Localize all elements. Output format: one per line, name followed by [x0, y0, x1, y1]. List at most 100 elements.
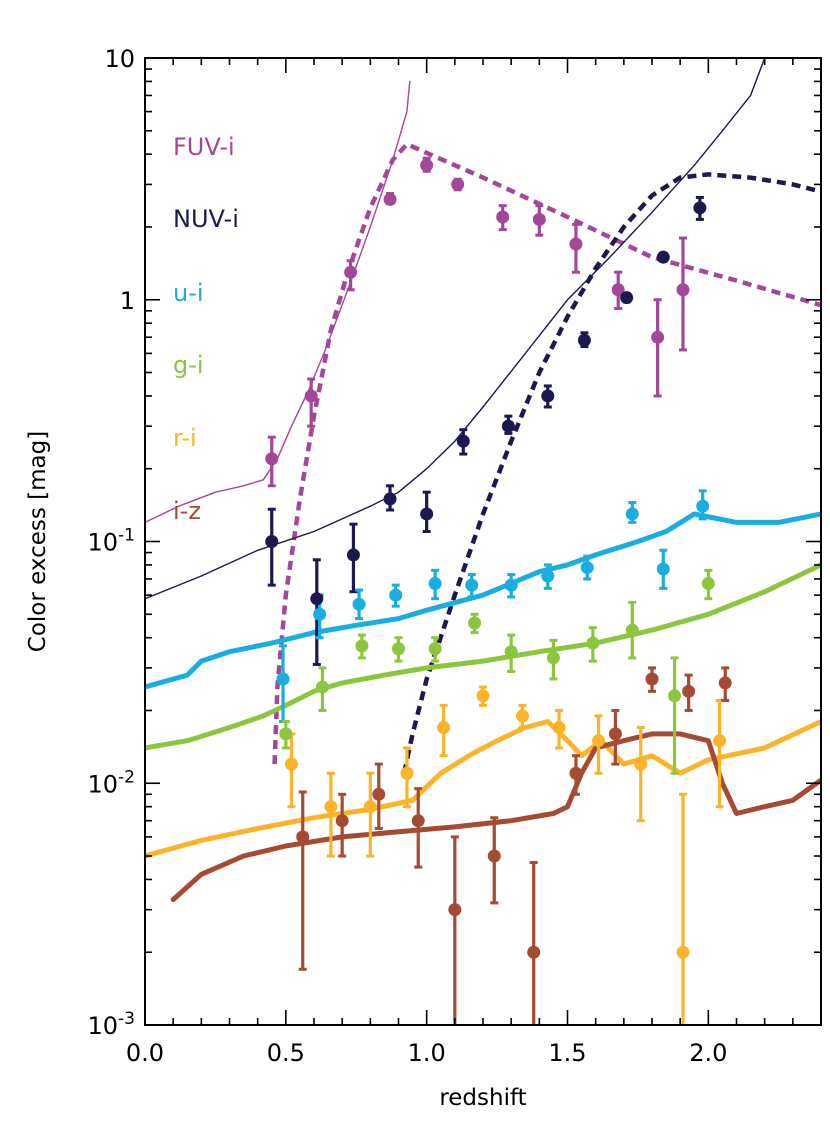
legend-item-g-i: g-i	[173, 351, 204, 379]
data-point-g-i	[428, 642, 442, 656]
y-axis-label: Color excess [mag]	[25, 431, 51, 652]
model-line-u-i	[145, 511, 821, 690]
data-point-i-z	[448, 903, 462, 917]
data-point-r-i	[324, 800, 338, 814]
x-tick-label: 0.5	[267, 1039, 305, 1067]
data-point-r-i	[515, 709, 529, 723]
data-point-u-i	[389, 588, 403, 602]
data-point-r-i	[284, 757, 298, 771]
data-point-g-i	[315, 680, 329, 694]
data-point-fuv-i	[383, 192, 397, 206]
model-dashed-line-fuv-i	[272, 141, 821, 765]
data-point-g-i	[586, 636, 600, 650]
data-point-g-i	[546, 651, 560, 665]
data-point-u-i	[625, 507, 639, 521]
data-point-i-z	[372, 787, 386, 801]
data-point-nuv-i	[346, 548, 360, 562]
data-point-u-i	[696, 499, 710, 513]
data-point-nuv-i	[693, 201, 707, 215]
legend-item-u-i: u-i	[173, 279, 204, 307]
data-point-fuv-i	[611, 283, 625, 297]
data-point-fuv-i	[651, 330, 665, 344]
data-point-nuv-i	[383, 492, 397, 506]
data-point-fuv-i	[344, 265, 358, 279]
model-line-g-i	[145, 562, 821, 751]
data-point-u-i	[504, 578, 518, 592]
data-point-r-i	[437, 721, 451, 735]
x-axis-label: redshift	[439, 1085, 526, 1111]
data-point-fuv-i	[496, 210, 510, 224]
data-point-fuv-i	[569, 237, 583, 251]
data-point-g-i	[355, 639, 369, 653]
data-point-fuv-i	[532, 212, 546, 226]
data-point-i-z	[527, 945, 541, 959]
data-point-fuv-i	[420, 158, 434, 172]
data-point-g-i	[668, 689, 682, 703]
x-tick-labels: 0.0 0.5 1.0 1.5 2.0	[126, 1039, 728, 1067]
legend-item-i-z: i-z	[173, 497, 201, 525]
data-point-fuv-i	[676, 283, 690, 297]
data-point-i-z	[335, 814, 349, 828]
y-tick-label: 10-2	[88, 767, 136, 798]
data-point-i-z	[296, 830, 310, 844]
y-tick-labels: 10-3 10-2 10-1 1 10	[88, 45, 136, 1040]
legend-item-nuv-i: NUV-i	[173, 205, 239, 233]
data-point-r-i	[552, 721, 566, 735]
data-point-g-i	[392, 642, 405, 656]
data-point-i-z	[645, 672, 659, 686]
data-point-nuv-i	[456, 434, 470, 448]
data-point-r-i	[363, 800, 377, 814]
plot-frame	[144, 57, 822, 1026]
data-point-r-i	[476, 689, 490, 703]
y-tick-label: 10	[104, 45, 135, 73]
data-point-r-i	[713, 734, 727, 748]
legend: FUV-i NUV-i u-i g-i r-i i-z	[173, 133, 239, 525]
data-point-nuv-i	[656, 250, 670, 264]
x-tick-label: 0.0	[126, 1039, 164, 1067]
data-point-r-i	[676, 945, 690, 959]
data-point-i-z	[569, 766, 583, 780]
data-point-nuv-i	[310, 592, 324, 606]
data-point-r-i	[400, 766, 414, 780]
error-bars	[267, 156, 730, 1025]
data-point-nuv-i	[577, 333, 591, 347]
axis-ticks	[144, 57, 822, 1026]
data-point-i-z	[411, 814, 425, 828]
model-line-nuv-i	[145, 58, 766, 600]
y-tick-label: 10-3	[88, 1009, 136, 1040]
y-tick-label: 1	[120, 287, 135, 315]
data-point-r-i	[634, 757, 648, 771]
data-point-nuv-i	[501, 419, 515, 433]
data-point-u-i	[276, 672, 290, 686]
x-tick-label: 1.5	[548, 1039, 586, 1067]
data-point-nuv-i	[265, 535, 279, 548]
data-point-u-i	[541, 569, 555, 583]
data-point-u-i	[352, 597, 366, 611]
data-point-u-i	[465, 578, 479, 592]
data-point-i-z	[682, 684, 696, 698]
data-point-i-z	[487, 849, 501, 863]
data-point-g-i	[701, 577, 715, 591]
data-point-u-i	[580, 561, 594, 575]
data-point-g-i	[279, 727, 293, 741]
x-tick-label: 1.0	[408, 1039, 446, 1067]
data-point-g-i	[468, 616, 482, 630]
data-point-nuv-i	[620, 291, 634, 305]
data-point-fuv-i	[304, 389, 318, 403]
data-point-nuv-i	[541, 389, 555, 403]
data-point-g-i	[504, 645, 518, 659]
legend-item-r-i: r-i	[173, 424, 197, 452]
data-point-fuv-i	[265, 452, 279, 466]
data-point-nuv-i	[420, 507, 434, 521]
data-points	[265, 158, 732, 959]
model-dashed-line-nuv-i	[401, 172, 821, 774]
data-point-i-z	[608, 727, 622, 741]
data-point-u-i	[656, 562, 670, 576]
data-point-g-i	[625, 623, 639, 637]
x-tick-label: 2.0	[689, 1039, 727, 1067]
data-point-fuv-i	[451, 177, 465, 191]
y-tick-label: 10-1	[88, 526, 136, 557]
data-point-u-i	[428, 577, 442, 591]
